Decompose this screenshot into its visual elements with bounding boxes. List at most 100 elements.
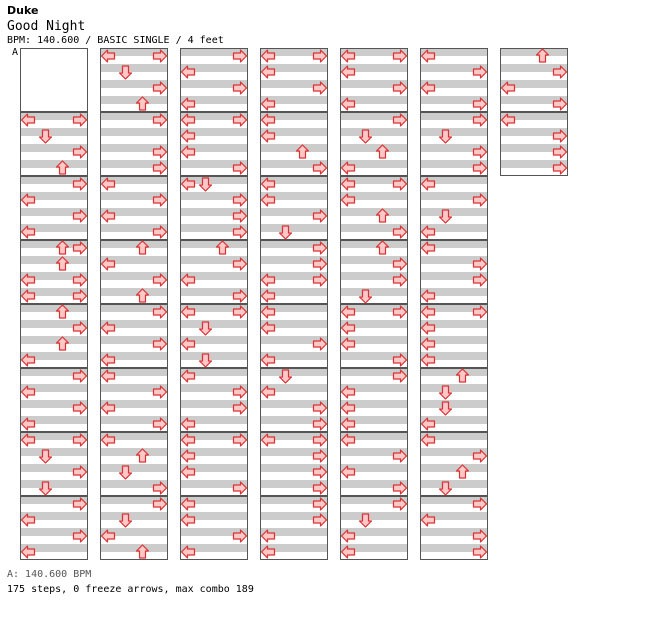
right-arrow-note — [472, 497, 488, 511]
left-arrow-note — [340, 385, 356, 399]
beat-stripe — [100, 160, 168, 168]
beat-stripe — [100, 144, 168, 152]
right-arrow-note — [72, 241, 88, 255]
beat-stripe — [260, 336, 328, 344]
up-arrow-note — [55, 304, 70, 319]
down-arrow-note — [358, 513, 373, 528]
measure-35 — [340, 240, 408, 304]
right-arrow-note — [392, 81, 408, 95]
beat-stripe — [260, 496, 328, 504]
beat-stripe — [20, 208, 88, 216]
left-arrow-note — [340, 305, 356, 319]
left-arrow-note — [260, 97, 276, 111]
right-arrow-note — [232, 385, 248, 399]
up-arrow-note — [215, 240, 230, 255]
beat-stripe — [100, 544, 168, 552]
left-arrow-note — [100, 369, 116, 383]
beat-stripe — [180, 496, 248, 504]
left-arrow-note — [340, 97, 356, 111]
beat-stripe — [20, 368, 88, 376]
left-arrow-note — [20, 545, 36, 559]
right-arrow-note — [232, 209, 248, 223]
down-arrow-note — [438, 129, 453, 144]
left-arrow-note — [340, 401, 356, 415]
left-arrow-note — [180, 465, 196, 479]
left-arrow-note — [180, 497, 196, 511]
right-arrow-note — [152, 497, 168, 511]
right-arrow-note — [152, 225, 168, 239]
beat-stripe — [420, 288, 488, 296]
left-arrow-note — [500, 81, 516, 95]
right-arrow-note — [72, 321, 88, 335]
beat-stripe — [180, 144, 248, 152]
beat-stripe — [340, 112, 408, 120]
beat-stripe — [340, 256, 408, 264]
beat-stripe — [20, 240, 88, 248]
right-arrow-note — [72, 497, 88, 511]
beat-stripe — [180, 192, 248, 200]
right-arrow-note — [472, 529, 488, 543]
right-arrow-note — [152, 161, 168, 175]
beat-stripe — [340, 64, 408, 72]
beat-stripe — [260, 480, 328, 488]
right-arrow-note — [312, 513, 328, 527]
left-arrow-note — [340, 49, 356, 63]
beat-stripe — [260, 368, 328, 376]
beat-stripe — [180, 432, 248, 440]
right-arrow-note — [472, 161, 488, 175]
left-arrow-note — [180, 545, 196, 559]
beat-stripe — [20, 128, 88, 136]
beat-stripe — [180, 464, 248, 472]
measure-0 — [20, 48, 88, 112]
beat-stripe — [100, 272, 168, 280]
beat-stripe — [420, 96, 488, 104]
beat-stripe — [420, 272, 488, 280]
beat-stripe — [100, 368, 168, 376]
right-arrow-note — [152, 81, 168, 95]
measure-border — [100, 240, 168, 304]
right-arrow-note — [72, 273, 88, 287]
beat-stripe — [500, 96, 568, 104]
right-arrow-note — [392, 305, 408, 319]
left-arrow-note — [180, 65, 196, 79]
measure-border — [340, 304, 408, 368]
beat-stripe — [260, 304, 328, 312]
up-arrow-note — [135, 544, 150, 559]
right-arrow-note — [312, 481, 328, 495]
right-arrow-note — [72, 401, 88, 415]
left-arrow-note — [260, 65, 276, 79]
measure-border — [420, 112, 488, 176]
beat-stripe — [100, 240, 168, 248]
beat-stripe — [420, 224, 488, 232]
beat-stripe — [20, 160, 88, 168]
beat-stripe — [180, 368, 248, 376]
measure-border — [20, 496, 88, 560]
measure-border — [260, 112, 328, 176]
left-arrow-note — [260, 289, 276, 303]
beat-stripe — [180, 48, 248, 56]
beat-stripe — [420, 352, 488, 360]
beat-stripe — [20, 144, 88, 152]
beat-stripe — [100, 496, 168, 504]
beat-stripe — [420, 64, 488, 72]
beat-stripe — [20, 256, 88, 264]
left-arrow-note — [20, 417, 36, 431]
right-arrow-note — [312, 81, 328, 95]
right-arrow-note — [392, 177, 408, 191]
left-arrow-note — [180, 273, 196, 287]
right-arrow-note — [232, 257, 248, 271]
beat-stripe — [100, 288, 168, 296]
measure-border — [340, 496, 408, 560]
right-arrow-note — [232, 81, 248, 95]
right-arrow-note — [392, 225, 408, 239]
right-arrow-note — [312, 49, 328, 63]
right-arrow-note — [392, 257, 408, 271]
beat-stripe — [340, 80, 408, 88]
beat-stripe — [420, 336, 488, 344]
right-arrow-note — [312, 449, 328, 463]
measure-border — [20, 432, 88, 496]
measure-border — [20, 368, 88, 432]
beat-stripe — [20, 176, 88, 184]
beat-stripe — [20, 512, 88, 520]
beat-stripe — [180, 528, 248, 536]
